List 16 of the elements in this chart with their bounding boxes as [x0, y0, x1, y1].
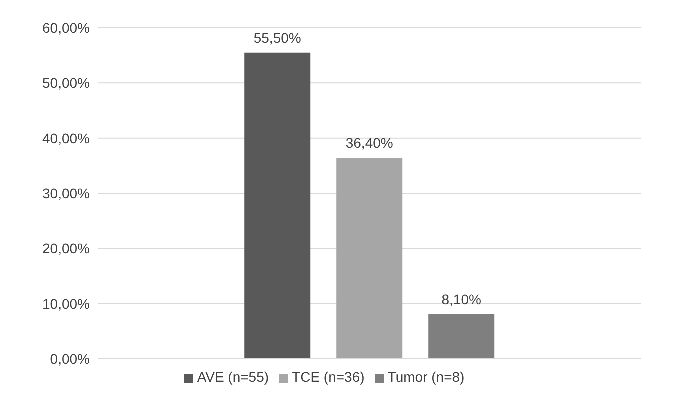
- data-label: 36,40%: [346, 135, 394, 152]
- bar: [336, 158, 403, 359]
- y-tick-label: 60,00%: [42, 20, 90, 36]
- legend-label: Tumor (n=8): [388, 369, 465, 385]
- y-tick-label: 10,00%: [42, 296, 90, 312]
- y-tick-label: 0,00%: [50, 350, 90, 367]
- y-tick-label: 30,00%: [42, 185, 90, 202]
- bar: [428, 314, 495, 359]
- data-label: 8,10%: [442, 291, 482, 308]
- legend-label: AVE (n=55): [197, 369, 270, 385]
- data-label: 55,50%: [254, 30, 302, 46]
- y-tick-label: 40,00%: [42, 130, 90, 146]
- legend-label: TCE (n=36): [292, 369, 365, 385]
- y-tick-label: 20,00%: [42, 240, 90, 257]
- y-tick-label: 50,00%: [42, 75, 90, 92]
- bar: [244, 52, 311, 359]
